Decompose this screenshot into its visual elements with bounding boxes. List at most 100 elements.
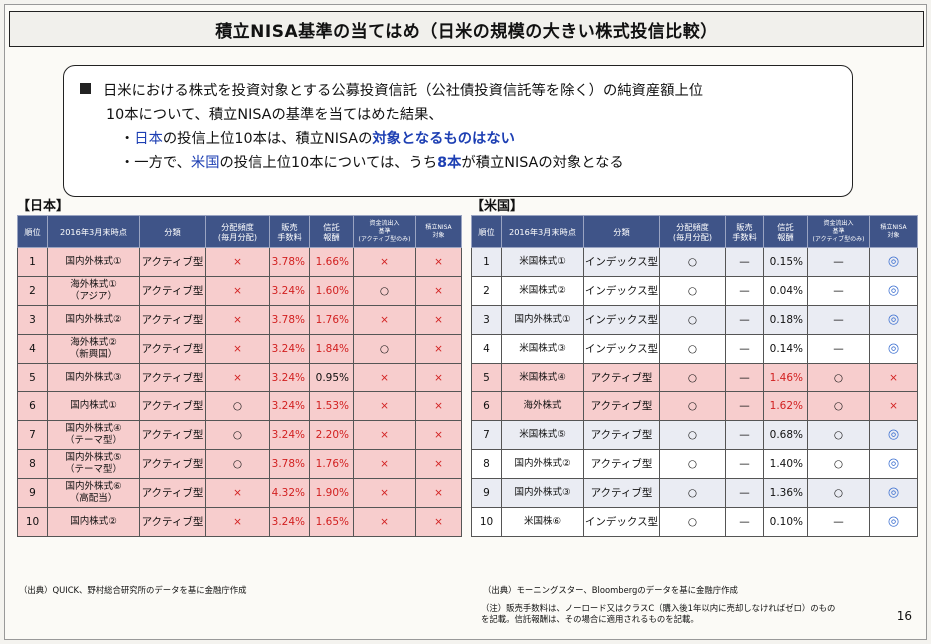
japan-cell-flow: ×: [353, 247, 416, 277]
japan-cell-name: 海外株式① （アジア）: [47, 275, 140, 306]
japan-cell-nisa: ×: [415, 449, 462, 480]
table-row: 8 国内外株式⑤ （テーマ型） アクティブ型 ○ 3.78% 1.76% × ×: [17, 449, 462, 480]
japan-cell-fee: 3.78%: [269, 449, 310, 480]
japan-cell-name: 国内外株式①: [47, 247, 140, 277]
us-cell-name: 米国株⑥: [501, 507, 584, 537]
japan-cell-rank: 2: [17, 275, 48, 306]
us-cell-flow: ○: [807, 420, 870, 451]
japan-funds-table: 順位 2016年3月末時点 分類 分配頻度 (毎月分配) 販売 手数料 信託 報酬 資金流出…: [17, 215, 462, 537]
table-row: 10 国内株式② アクティブ型 × 3.24% 1.65% × ×: [17, 507, 462, 537]
us-cell-fee: —: [725, 247, 764, 277]
us-cell-fee: —: [725, 275, 764, 306]
us-cell-nisa: ×: [869, 362, 918, 393]
japan-cell-freq: ×: [205, 304, 270, 335]
us-cell-freq: ○: [659, 507, 726, 537]
us-cell-flow: —: [807, 247, 870, 277]
japan-cell-type: アクティブ型: [139, 247, 206, 277]
table-row: 3 国内外株式① インデックス型 ○ —0.18% — ◎: [471, 304, 918, 335]
japan-cell-type: アクティブ型: [139, 449, 206, 480]
japan-cell-trust: 1.60%: [309, 275, 354, 306]
us-section-label: 【米国】: [471, 199, 524, 214]
us-cell-trust: 0.04%: [763, 275, 808, 306]
japan-cell-rank: 6: [17, 391, 48, 422]
japan-cell-name: 海外株式② （新興国）: [47, 333, 140, 364]
table-row: 1 米国株式① インデックス型 ○ —0.15% — ◎: [471, 247, 918, 277]
table-row: 9 国内外株式③ アクティブ型 ○ —1.36% ○ ◎: [471, 478, 918, 509]
japan-cell-name: 国内株式①: [47, 391, 140, 422]
us-cell-type: アクティブ型: [583, 449, 660, 480]
japan-cell-rank: 1: [17, 247, 48, 277]
japan-cell-trust: 1.53%: [309, 391, 354, 422]
japan-cell-freq: ×: [205, 507, 270, 537]
japan-cell-freq: ×: [205, 247, 270, 277]
us-cell-flow: ○: [807, 478, 870, 509]
us-cell-flow: —: [807, 333, 870, 364]
japan-header-5: 信託 報酬: [309, 215, 354, 248]
us-cell-nisa: ◎: [869, 507, 918, 537]
us-cell-type: アクティブ型: [583, 391, 660, 422]
japan-cell-flow: ×: [353, 478, 416, 509]
summary-bullet-japan: ・日本の投信上位10本は、積立NISAの対象となるものはない: [120, 131, 515, 147]
japan-header-1: 2016年3月末時点: [47, 215, 140, 248]
japan-cell-name: 国内外株式②: [47, 304, 140, 335]
japan-cell-trust: 1.66%: [309, 247, 354, 277]
us-cell-name: 米国株式④: [501, 362, 584, 393]
japan-cell-trust: 1.90%: [309, 478, 354, 509]
us-cell-flow: ○: [807, 449, 870, 480]
japan-cell-trust: 0.95%: [309, 362, 354, 393]
table-row: 3 国内外株式② アクティブ型 × 3.78% 1.76% × ×: [17, 304, 462, 335]
table-row: 4 米国株式③ インデックス型 ○ —0.14% — ◎: [471, 333, 918, 364]
japan-cell-trust: 1.76%: [309, 304, 354, 335]
japan-cell-type: アクティブ型: [139, 507, 206, 537]
japan-cell-nisa: ×: [415, 247, 462, 277]
summary-box: 日米における株式を投資対象とする公募投資信託（公社債投資信託等を除く）の純資産額…: [63, 65, 853, 197]
japan-cell-rank: 9: [17, 478, 48, 509]
japan-cell-freq: ○: [205, 420, 270, 451]
japan-cell-freq: ○: [205, 449, 270, 480]
us-cell-nisa: ◎: [869, 449, 918, 480]
us-cell-trust: 1.36%: [763, 478, 808, 509]
us-cell-rank: 5: [471, 362, 502, 393]
japan-cell-nisa: ×: [415, 507, 462, 537]
us-cell-fee: —: [725, 362, 764, 393]
us-cell-trust: 0.18%: [763, 304, 808, 335]
us-cell-fee: —: [725, 304, 764, 335]
us-cell-freq: ○: [659, 449, 726, 480]
japan-cell-type: アクティブ型: [139, 275, 206, 306]
us-cell-flow: —: [807, 275, 870, 306]
us-cell-flow: —: [807, 507, 870, 537]
japan-cell-flow: ○: [353, 333, 416, 364]
us-cell-nisa: ×: [869, 391, 918, 422]
japan-cell-fee: 3.24%: [269, 391, 310, 422]
japan-cell-nisa: ×: [415, 275, 462, 306]
table-row: 2 海外株式① （アジア） アクティブ型 × 3.24% 1.60% ○ ×: [17, 275, 462, 306]
us-cell-type: インデックス型: [583, 275, 660, 306]
us-cell-fee: —: [725, 507, 764, 537]
us-cell-rank: 3: [471, 304, 502, 335]
square-bullet-icon: [80, 83, 91, 94]
us-cell-name: 海外株式: [501, 391, 584, 422]
us-source-note: （出典）モーニングスター、Bloombergのデータを基に金融庁作成: [483, 585, 738, 595]
us-cell-fee: —: [725, 449, 764, 480]
us-cell-name: 米国株式②: [501, 275, 584, 306]
japan-cell-flow: ×: [353, 391, 416, 422]
us-cell-name: 国内外株式③: [501, 478, 584, 509]
table-row: 7 国内外株式④ （テーマ型） アクティブ型 ○ 3.24% 2.20% × ×: [17, 420, 462, 451]
japan-header-0: 順位: [17, 215, 48, 248]
japan-cell-freq: ×: [205, 362, 270, 393]
japan-cell-name: 国内株式②: [47, 507, 140, 537]
japan-cell-type: アクティブ型: [139, 478, 206, 509]
table-row: 6 国内株式① アクティブ型 ○ 3.24% 1.53% × ×: [17, 391, 462, 422]
japan-cell-fee: 3.24%: [269, 275, 310, 306]
us-header-2: 分類: [583, 215, 660, 248]
japan-cell-type: アクティブ型: [139, 304, 206, 335]
us-cell-name: 国内外株式②: [501, 449, 584, 480]
us-cell-freq: ○: [659, 362, 726, 393]
slide-title: 積立NISA基準の当てはめ（日米の規模の大きい株式投信比較）: [9, 11, 924, 47]
us-cell-type: インデックス型: [583, 304, 660, 335]
us-header-4: 販売 手数料: [725, 215, 764, 248]
us-cell-rank: 7: [471, 420, 502, 451]
japan-cell-freq: ×: [205, 478, 270, 509]
japan-header-6: 資金流出入 基準 (アクティブ型のみ): [353, 215, 416, 248]
table-row: 1 国内外株式① アクティブ型 × 3.78% 1.66% × ×: [17, 247, 462, 277]
